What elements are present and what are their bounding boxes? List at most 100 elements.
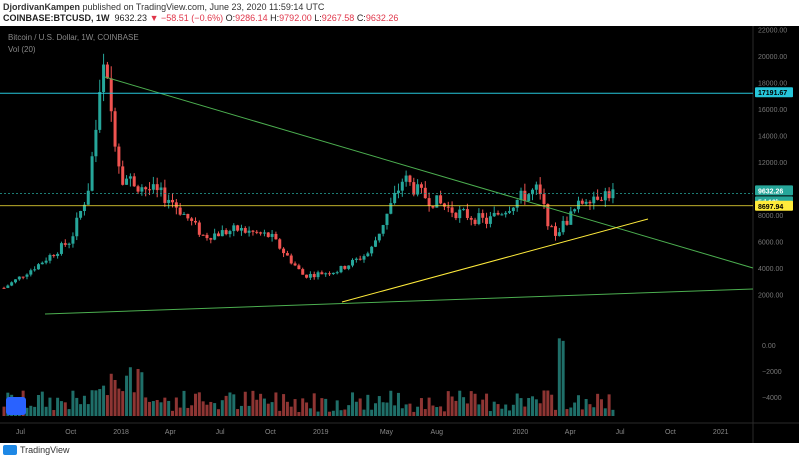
candle-body xyxy=(224,230,228,235)
volume-bar xyxy=(523,406,527,416)
volume-bar xyxy=(450,396,454,416)
candle-body xyxy=(63,243,67,245)
tradingview-logo[interactable]: TradingView xyxy=(3,445,70,455)
volume-bar xyxy=(488,411,492,416)
volume-bar xyxy=(297,411,301,416)
volume-bar xyxy=(320,398,324,416)
chart-header: DjordivanKampen published on TradingView… xyxy=(0,0,799,26)
candle-body xyxy=(239,228,243,231)
candle-body xyxy=(270,233,274,237)
volume-bar xyxy=(335,400,339,416)
volume-bar xyxy=(557,338,561,416)
volume-bar xyxy=(511,404,515,416)
candle-body xyxy=(94,129,98,157)
volume-bar xyxy=(132,392,136,416)
volume-bar xyxy=(205,404,209,416)
candle-body xyxy=(255,231,259,233)
volume-bar xyxy=(339,410,343,416)
candle-body xyxy=(370,246,374,254)
candle-body xyxy=(67,243,71,245)
candle-body xyxy=(144,187,148,190)
time-tick-label: Aug xyxy=(431,429,444,436)
volume-bar xyxy=(36,394,40,416)
candle-body xyxy=(519,190,523,200)
down-arrow-icon: ▼ xyxy=(149,13,159,23)
time-tick-label: Jul xyxy=(616,429,625,436)
volume-bar xyxy=(400,408,404,416)
volume-bar xyxy=(266,403,270,416)
volume-bar xyxy=(109,373,113,416)
close-value: 9632.26 xyxy=(365,13,399,23)
volume-bar xyxy=(324,398,328,416)
volume-bar xyxy=(102,385,106,416)
candle-body xyxy=(362,256,366,260)
candle-body xyxy=(538,184,542,195)
volume-bar xyxy=(285,401,289,416)
candle-body xyxy=(109,78,113,112)
candle-body xyxy=(216,233,220,237)
volume-bar xyxy=(239,405,243,416)
volume-bar xyxy=(347,405,351,416)
candle-body xyxy=(285,253,289,256)
volume-label: Vol (20) xyxy=(8,45,36,54)
close-label: C: xyxy=(356,13,366,23)
price-tick-label: 14000.00 xyxy=(758,134,787,141)
candle-body xyxy=(113,111,117,147)
candle-body xyxy=(262,232,266,234)
candle-body xyxy=(504,212,508,215)
volume-bar xyxy=(29,405,33,416)
candle-body xyxy=(274,233,278,240)
volume-bar xyxy=(366,394,370,416)
candle-body xyxy=(10,282,14,286)
candle-body xyxy=(102,64,106,93)
footer: TradingView xyxy=(0,443,799,459)
candle-body xyxy=(580,200,584,204)
candle-body xyxy=(354,258,358,260)
candle-body xyxy=(259,232,263,234)
chart-area[interactable]: 24000.0022000.0020000.0018000.0016000.00… xyxy=(0,1,799,443)
candle-body xyxy=(462,209,466,211)
price-badge-label: 17191.67 xyxy=(758,90,787,97)
volume-bar xyxy=(159,402,163,416)
candle-body xyxy=(531,189,535,195)
candle-body xyxy=(25,274,29,277)
volume-bar xyxy=(385,402,389,416)
candle-body xyxy=(465,209,469,218)
candle-body xyxy=(596,196,600,200)
candle-body xyxy=(163,187,167,203)
volume-bar xyxy=(584,398,588,416)
volume-bar xyxy=(247,405,251,416)
candle-body xyxy=(381,225,385,234)
volume-bar xyxy=(611,409,615,416)
candle-body xyxy=(56,253,60,256)
volume-bar xyxy=(454,400,458,416)
volume-bar xyxy=(462,397,466,416)
candle-body xyxy=(351,259,355,266)
volume-bar xyxy=(178,407,182,416)
candle-body xyxy=(171,199,175,203)
price-chart[interactable]: 24000.0022000.0020000.0018000.0016000.00… xyxy=(0,1,799,443)
candle-body xyxy=(293,263,297,266)
candle-body xyxy=(373,240,377,247)
candle-body xyxy=(389,203,393,214)
candle-body xyxy=(79,210,83,218)
volume-bar xyxy=(255,399,259,416)
candle-body xyxy=(159,187,163,191)
volume-bar xyxy=(224,395,228,416)
author-name[interactable]: DjordivanKampen xyxy=(3,2,81,12)
volume-bar xyxy=(527,397,531,416)
volume-bar xyxy=(312,393,316,416)
volume-bar xyxy=(33,406,37,416)
candle-body xyxy=(201,234,205,236)
candle-body xyxy=(121,166,125,185)
volume-bar xyxy=(155,400,159,416)
candle-body xyxy=(243,228,247,233)
volume-bar xyxy=(519,398,523,416)
volume-bar xyxy=(63,402,67,416)
time-tick-label: Oct xyxy=(665,429,676,436)
candle-body xyxy=(301,269,305,275)
candle-body xyxy=(347,265,351,269)
volume-bar xyxy=(492,401,496,416)
volume-bar xyxy=(56,397,60,416)
volume-bar xyxy=(542,390,546,416)
